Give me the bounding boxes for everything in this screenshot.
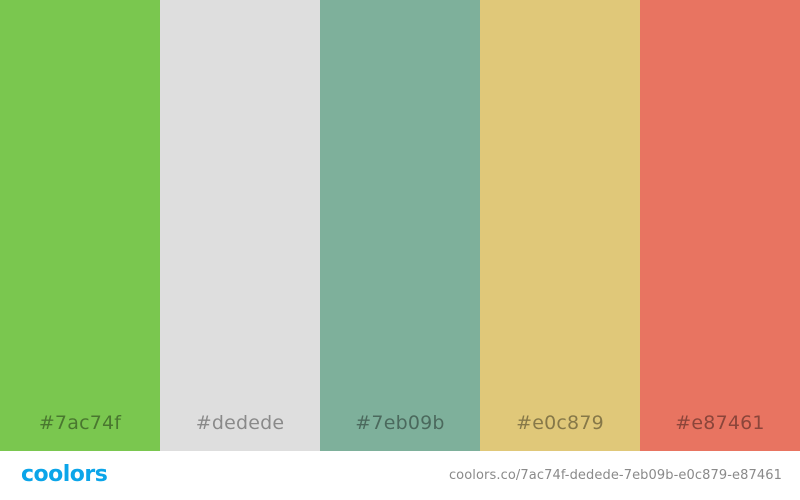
color-swatch-2[interactable]: #dedede xyxy=(160,0,320,451)
palette-url-link[interactable]: coolors.co/7ac74f-dedede-7eb09b-e0c879-e… xyxy=(448,468,782,483)
color-swatch-5[interactable]: #e87461 xyxy=(640,0,800,451)
swatch-hex-label: #e0c879 xyxy=(516,412,604,434)
swatch-hex-label: #7eb09b xyxy=(355,412,445,434)
color-swatch-3[interactable]: #7eb09b xyxy=(320,0,480,451)
swatch-hex-label: #7ac74f xyxy=(38,412,122,434)
coolors-logo[interactable]: coolors xyxy=(21,461,108,487)
swatch-hex-label: #e87461 xyxy=(675,412,765,434)
color-palette: #7ac74f #dedede #7eb09b #e0c879 #e87461 xyxy=(0,0,800,451)
color-swatch-1[interactable]: #7ac74f xyxy=(0,0,160,451)
swatch-hex-label: #dedede xyxy=(195,412,285,434)
footer-bar: coolors coolors.co/7ac74f-dedede-7eb09b-… xyxy=(0,451,800,500)
color-swatch-4[interactable]: #e0c879 xyxy=(480,0,640,451)
